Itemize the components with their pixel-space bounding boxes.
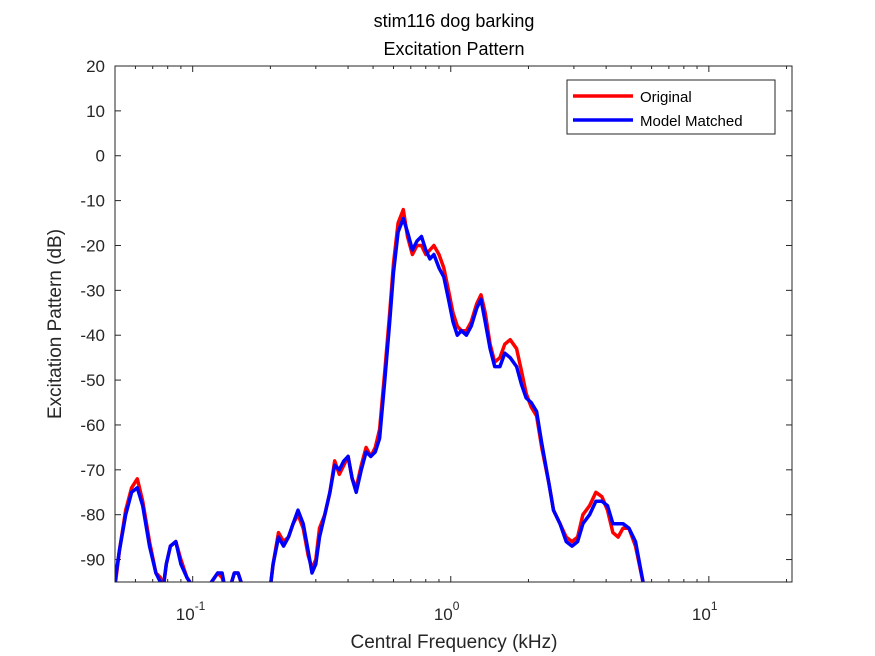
x-tick-labels: 10 -1 10 0 10 1 — [176, 599, 718, 624]
x-tick-label-exponent: 0 — [453, 599, 460, 613]
plot-box — [114, 65, 793, 583]
x-axis-label: Central Frequency (kHz) — [351, 632, 558, 653]
y-tick-label: -10 — [80, 192, 105, 211]
y-tick-label: 20 — [86, 57, 105, 76]
x-tick-label-exponent: -1 — [195, 599, 206, 613]
y-tick-label: -30 — [80, 281, 105, 300]
series-line-model-matched — [115, 216, 645, 582]
y-tick-label: -90 — [80, 551, 105, 570]
legend-label-model-matched: Model Matched — [640, 113, 743, 130]
x-tick-label-base: 10 — [434, 605, 453, 624]
y-tick-label: -40 — [80, 326, 105, 345]
y-tick-label: -80 — [80, 506, 105, 525]
y-tick-label: -50 — [80, 371, 105, 390]
y-tick-label: 0 — [96, 147, 105, 166]
y-tick-label: -70 — [80, 461, 105, 480]
y-tick-label: -20 — [80, 236, 105, 255]
x-tick-label-base: 10 — [692, 605, 711, 624]
y-tick-label: -60 — [80, 416, 105, 435]
y-axis-label: Excitation Pattern (dB) — [45, 229, 66, 419]
chart-title-line2: Excitation Pattern — [383, 39, 524, 59]
x-tick-label-exponent: 1 — [711, 599, 718, 613]
legend-label-original: Original — [640, 89, 692, 106]
legend: Original Model Matched — [566, 79, 776, 135]
y-tick-labels: 20 10 0 -10 -20 -30 -40 -50 -60 -70 -80 -90 — [80, 57, 105, 570]
y-tick-label: 10 — [86, 102, 105, 121]
data-lines — [115, 207, 645, 582]
x-tick-label-base: 10 — [176, 605, 195, 624]
chart-title-line1: stim116 dog barking — [374, 11, 535, 31]
legend-box — [566, 79, 776, 135]
